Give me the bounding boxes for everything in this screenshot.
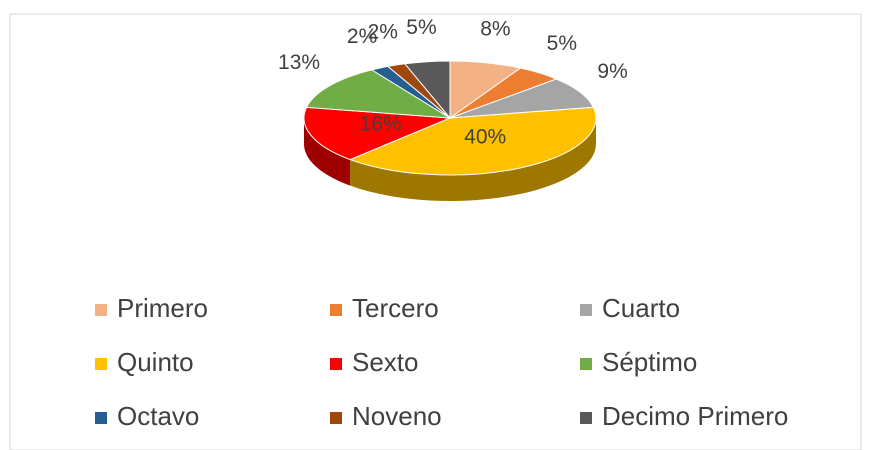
data-label: 5% — [406, 16, 436, 39]
data-label: 8% — [480, 17, 510, 40]
legend-swatch — [580, 358, 592, 370]
pie-slice — [305, 69, 451, 119]
legend-label: Tercero — [352, 293, 439, 323]
data-label: 16% — [360, 113, 402, 136]
legend-label: Séptimo — [602, 347, 697, 377]
legend-swatch — [330, 304, 342, 316]
pie-side — [304, 118, 351, 186]
legend-swatch — [95, 304, 107, 316]
legend-swatch — [580, 412, 592, 424]
data-label: 9% — [597, 60, 627, 83]
legend-swatch — [95, 358, 107, 370]
legend-swatch — [95, 412, 107, 424]
legend-label: Noveno — [352, 401, 442, 431]
data-label: 13% — [278, 51, 320, 74]
legend-label: Sexto — [352, 347, 419, 377]
pie-side — [350, 118, 596, 201]
legend-label: Decimo Primero — [602, 401, 788, 431]
pie-slice — [449, 78, 595, 119]
legend-swatch — [580, 304, 592, 316]
pie-slice — [348, 106, 597, 176]
legend-swatch — [330, 358, 342, 370]
legend-swatch — [330, 412, 342, 424]
data-label: 5% — [547, 32, 577, 55]
data-label: 40% — [464, 126, 506, 149]
pie-slice — [403, 60, 451, 120]
legend-label: Octavo — [117, 401, 199, 431]
legend-label: Cuarto — [602, 293, 680, 323]
data-label: 2% — [347, 25, 377, 48]
data-label: 2% — [368, 21, 398, 44]
legend-label: Quinto — [117, 347, 194, 377]
pie-slice — [303, 106, 451, 161]
legend-label: Primero — [117, 293, 208, 323]
